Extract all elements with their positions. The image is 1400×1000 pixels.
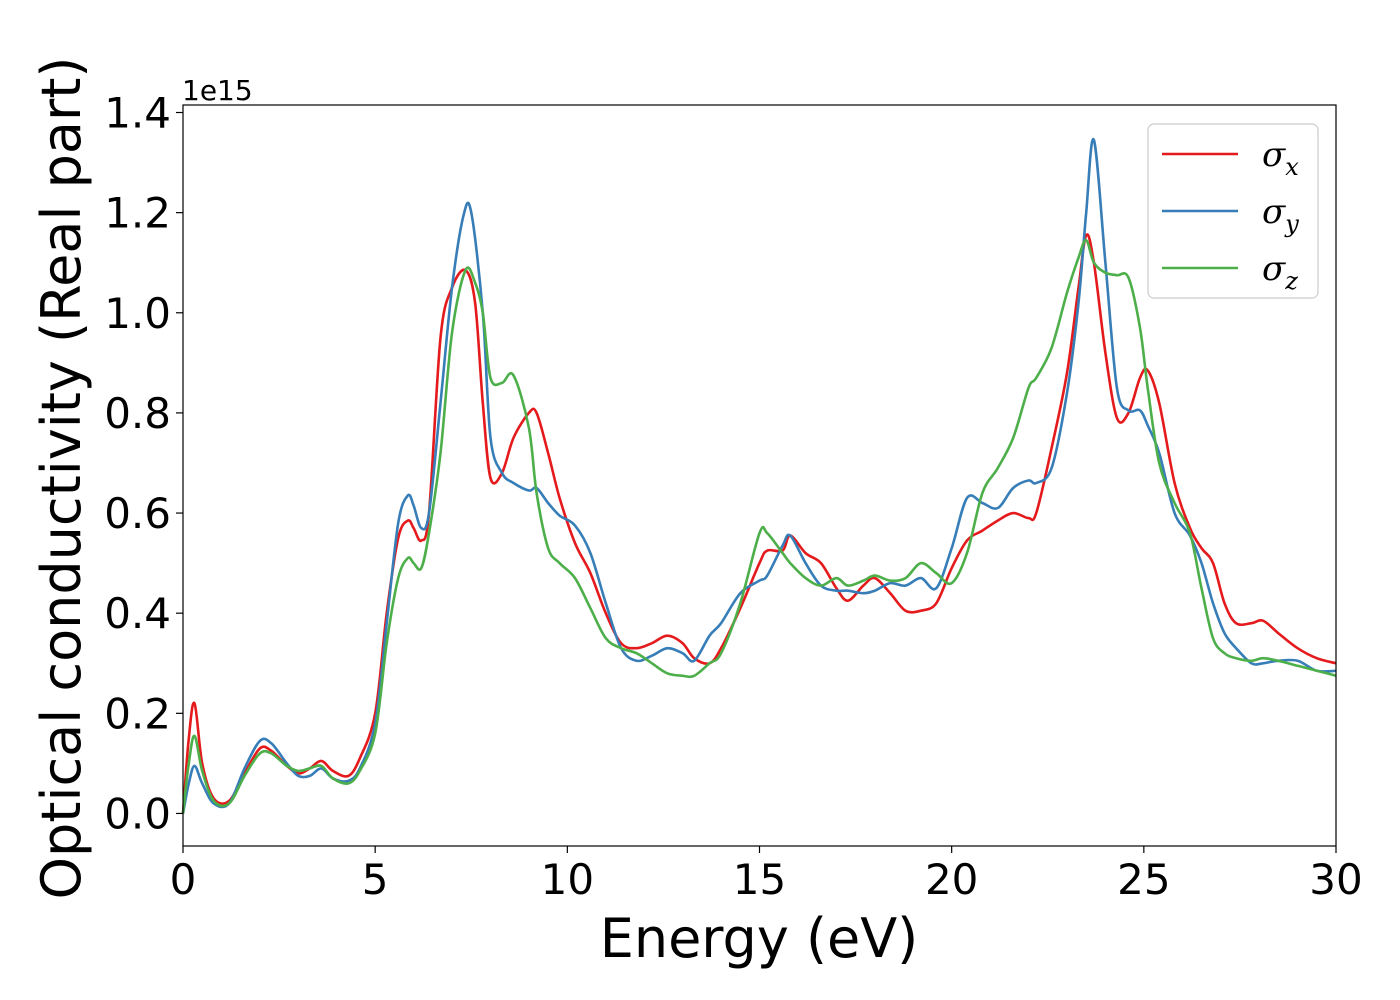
y-axis-offset-label: 1e15 <box>182 74 253 107</box>
y-tick-label: 1.4 <box>104 89 171 138</box>
x-tick-label: 15 <box>733 855 786 904</box>
y-tick-label: 0.6 <box>104 489 171 538</box>
series-line-z <box>181 238 1337 814</box>
y-tick-label: 1.2 <box>104 189 171 238</box>
y-axis-title: Optical conductivity (Real part) <box>30 57 93 900</box>
x-axis-title: Energy (eV) <box>600 907 919 970</box>
y-tick-label: 0.8 <box>104 389 171 438</box>
series-line-x <box>181 233 1337 814</box>
x-tick-label: 30 <box>1309 855 1362 904</box>
series-layer <box>181 137 1337 814</box>
y-tick-label: 0.2 <box>104 689 171 738</box>
x-tick-label: 20 <box>925 855 978 904</box>
y-tick-label: 1.0 <box>104 289 171 338</box>
x-tick-label: 10 <box>541 855 594 904</box>
y-tick-label: 0.0 <box>104 789 171 838</box>
x-tick-label: 0 <box>170 855 197 904</box>
x-axis-ticks: 0 5 10 15 20 25 30 <box>170 846 1363 904</box>
y-tick-label: 0.4 <box>104 589 171 638</box>
series-line-y <box>181 137 1337 814</box>
x-tick-label: 25 <box>1117 855 1170 904</box>
y-axis-ticks: 0.0 0.2 0.4 0.6 0.8 1.0 1.2 1.4 <box>104 89 183 838</box>
x-tick-label: 5 <box>362 855 389 904</box>
